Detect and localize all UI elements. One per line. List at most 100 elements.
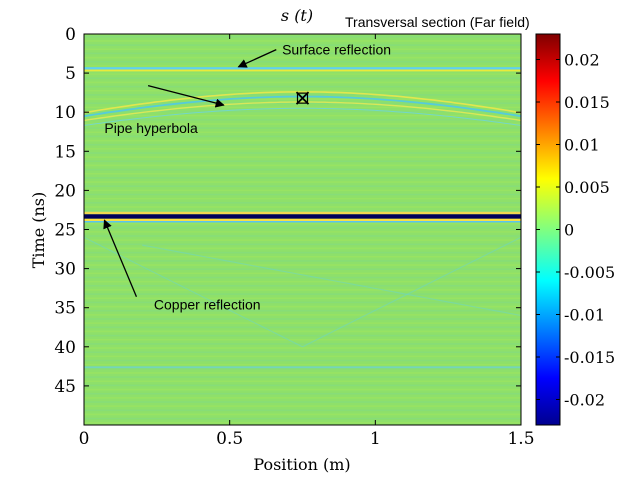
copper-reflection-upper-band xyxy=(84,211,521,215)
noise-stripe xyxy=(84,247,521,250)
noise-stripe xyxy=(84,44,521,46)
noise-stripe xyxy=(84,222,521,225)
noise-stripe xyxy=(84,164,521,167)
x-axis-label: Position (m) xyxy=(253,455,350,474)
copper-reflection-light-band xyxy=(84,218,521,221)
noise-stripe xyxy=(84,355,521,358)
noise-stripe xyxy=(84,89,521,92)
copper-reflection-dark-band xyxy=(84,214,521,219)
noise-stripe xyxy=(84,48,521,51)
annotation-label-pipe: Pipe hyperbola xyxy=(104,120,198,136)
noise-stripe xyxy=(84,426,521,428)
y-tick-label: 5 xyxy=(65,64,76,84)
noise-stripe xyxy=(84,289,521,291)
chart-title: s (t) xyxy=(281,6,313,25)
noise-stripe xyxy=(84,40,521,42)
noise-stripe xyxy=(84,156,521,158)
noise-stripe xyxy=(84,56,521,59)
pipe-marker-cross-b xyxy=(295,91,310,105)
surface-reflection-band-light xyxy=(84,69,521,72)
noise-stripe xyxy=(84,363,521,366)
noise-stripe xyxy=(84,359,521,362)
noise-stripe xyxy=(84,110,521,113)
y-tick-label: 0 xyxy=(65,25,76,45)
noise-stripe xyxy=(84,409,521,412)
noise-stripe xyxy=(84,114,521,117)
noise-stripe xyxy=(84,314,521,316)
y-tick-label: 40 xyxy=(54,338,76,358)
y-tick-label: 20 xyxy=(54,181,76,201)
noise-stripe xyxy=(84,260,521,262)
late-reflection-band xyxy=(84,366,521,369)
noise-stripe xyxy=(84,135,521,138)
noise-stripe xyxy=(84,185,521,187)
annotation-label-copper: Copper reflection xyxy=(154,297,261,313)
noise-stripe xyxy=(84,268,521,270)
noise-stripe xyxy=(84,202,521,204)
colorbar-tick-label: 0 xyxy=(564,221,574,240)
noise-stripe xyxy=(84,251,521,254)
noise-stripe xyxy=(84,77,521,80)
y-tick-label: 15 xyxy=(54,142,76,162)
annotation-arrow-pipe xyxy=(147,84,225,108)
noise-stripe xyxy=(84,330,521,333)
noise-stripe xyxy=(84,52,521,55)
noise-stripe xyxy=(84,384,521,387)
annotation-arrow-copper xyxy=(103,219,138,298)
noise-stripe xyxy=(84,264,521,266)
noise-stripe xyxy=(84,318,521,320)
noise-stripe xyxy=(84,143,521,146)
y-tick-label: 25 xyxy=(54,221,76,241)
noise-stripe xyxy=(84,347,521,349)
noise-stripe xyxy=(84,60,521,63)
noise-stripe xyxy=(84,305,521,308)
noise-stripe xyxy=(84,181,521,183)
reverberation-trace xyxy=(302,236,521,348)
y-axis-ticks: 0 5 10 15 20 25 30 35 40 45 xyxy=(54,25,521,397)
annotation-label-surface: Surface reflection xyxy=(282,42,391,58)
pipe-hyperbola-wavelet xyxy=(84,91,521,114)
noise-stripe xyxy=(84,73,521,75)
chart-subtitle: Transversal section (Far field) xyxy=(345,14,530,30)
colorbar-tick-label: 0.01 xyxy=(564,136,600,155)
noise-stripe xyxy=(84,131,521,134)
pipe-hyperbola-wavelet xyxy=(84,107,521,126)
y-tick-label: 45 xyxy=(54,377,76,397)
colorbar-tick-label: 0.015 xyxy=(564,93,610,112)
noise-stripe xyxy=(84,417,521,420)
noise-stripe xyxy=(84,285,521,287)
noise-stripe xyxy=(84,177,521,179)
noise-stripe xyxy=(84,397,521,399)
y-tick-label: 35 xyxy=(54,299,76,319)
noise-stripe xyxy=(84,368,521,370)
colorbar-tick-label: -0.005 xyxy=(564,263,615,282)
colorbar-tick-label: 0.02 xyxy=(564,51,600,70)
surface-reflection-band xyxy=(84,67,521,70)
noise-stripe xyxy=(84,119,521,121)
colorbar-tick-label: -0.01 xyxy=(564,306,605,325)
noise-stripe xyxy=(84,255,521,258)
noise-stripe xyxy=(84,392,521,395)
noise-stripe xyxy=(84,380,521,383)
noise-stripe xyxy=(84,123,521,125)
noise-stripe xyxy=(84,376,521,378)
copper-reflection-cyan-band xyxy=(84,220,521,223)
pipe-location-marker xyxy=(295,91,310,105)
pipe-hyperbola-wavelet xyxy=(84,95,521,118)
colorbar-tick-label: 0.005 xyxy=(564,178,610,197)
noise-stripe xyxy=(84,235,521,237)
noise-stripe xyxy=(84,239,521,241)
noise-stripe xyxy=(84,127,521,129)
noise-stripe xyxy=(84,197,521,200)
noise-stripe xyxy=(84,405,521,407)
annotations: Surface reflection Pipe hyperbola Copper r… xyxy=(103,42,391,313)
x-tick-label: 1.5 xyxy=(507,429,534,449)
x-tick-label: 1 xyxy=(370,429,381,449)
noise-stripe xyxy=(84,309,521,312)
reverberation-trace xyxy=(142,244,521,317)
y-tick-label: 10 xyxy=(54,103,76,123)
noise-stripe xyxy=(84,168,521,171)
noise-stripe xyxy=(84,372,521,374)
noise-stripe xyxy=(84,210,521,212)
colorbar-ticks: 0.02 0.015 0.01 0.005 0 -0.005 -0.01 -0.015 -0.0… xyxy=(536,51,615,410)
